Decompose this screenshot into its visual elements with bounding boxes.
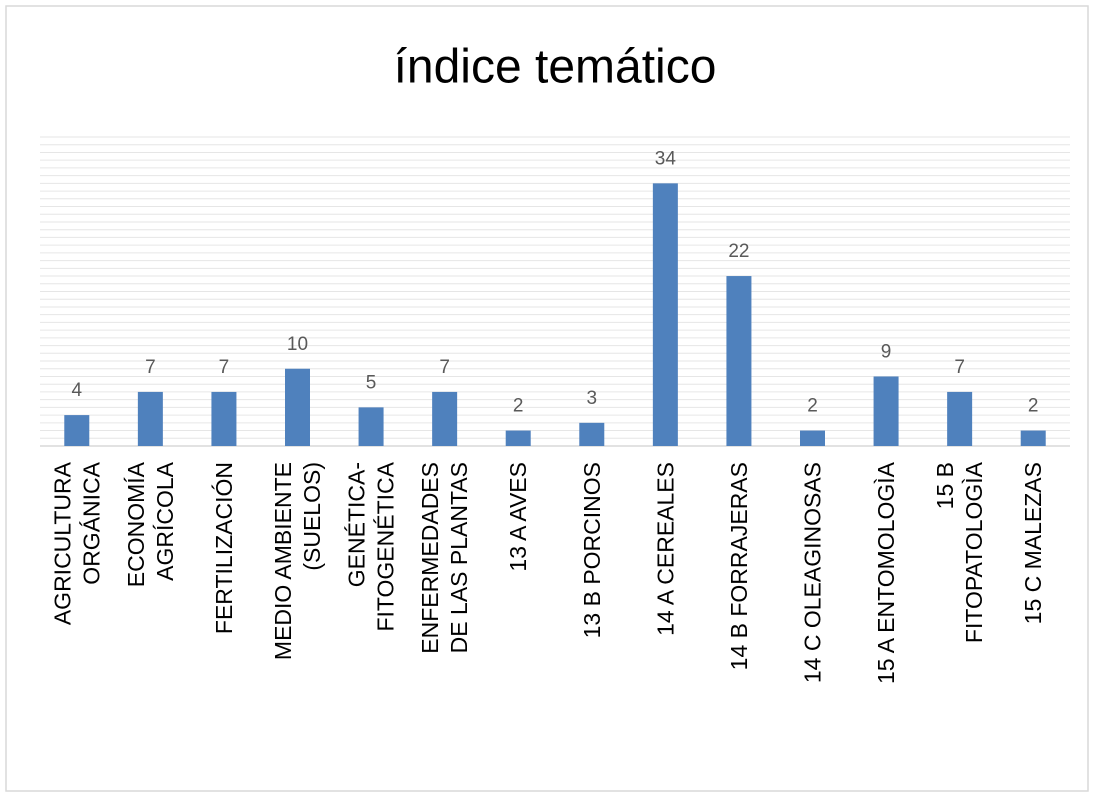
x-tick-label: 13 B PORCINOS [579, 462, 605, 638]
data-label: 7 [145, 357, 156, 378]
data-label: 2 [513, 396, 524, 417]
x-tick-label: AGRICULTURA ORGÁNICA [49, 461, 104, 625]
x-tick-label: 14 C OLEAGINOSAS [800, 462, 826, 683]
bar [505, 430, 531, 446]
data-label: 5 [366, 372, 377, 393]
x-tick-label: 15 A ENTOMOLOGÌA [873, 461, 899, 684]
data-label: 4 [71, 380, 82, 401]
bar [211, 391, 237, 446]
x-tick-label: 14 B FORRAJERAS [726, 462, 752, 670]
data-label: 7 [439, 357, 450, 378]
bar [1020, 430, 1046, 446]
bar [358, 407, 384, 446]
bar [652, 183, 678, 446]
x-tick-label: 13 A AVES [505, 462, 531, 572]
data-label: 22 [728, 241, 749, 262]
data-label: 10 [287, 334, 308, 355]
data-label: 7 [219, 357, 230, 378]
x-tick-label: 14 A CEREALES [652, 462, 678, 636]
data-label: 34 [655, 148, 677, 169]
bar [800, 430, 825, 446]
x-tick-label: ECONOMÍA AGRÍCOLA [123, 461, 178, 587]
bar [432, 391, 458, 446]
chart-title: índice temático [394, 41, 717, 94]
x-tick-label: GENÉTICA- FITOGENÉTICA [344, 461, 399, 631]
data-label: 7 [954, 357, 965, 378]
bar [64, 415, 90, 446]
data-label: 9 [881, 341, 892, 362]
bar [137, 391, 163, 446]
bar [285, 368, 310, 446]
x-tick-label: MEDIO AMBIENTE (SUELOS) [270, 462, 325, 660]
bar [873, 376, 899, 446]
x-tick-label: 15 B FITOPATOLOGÌA [932, 461, 987, 643]
bar [726, 276, 752, 446]
x-tick-label: ENFERMEDADES DE LAS PLANTAS [417, 462, 472, 654]
x-tick-label: FERTILIZACIÓN [211, 462, 237, 634]
chart-frame [5, 5, 1089, 792]
bar [579, 422, 605, 446]
data-label: 2 [1028, 396, 1039, 417]
bar [947, 391, 973, 446]
data-label: 2 [807, 396, 818, 417]
x-tick-label: 15 C MALEZAS [1020, 462, 1046, 624]
data-label: 3 [586, 388, 597, 409]
